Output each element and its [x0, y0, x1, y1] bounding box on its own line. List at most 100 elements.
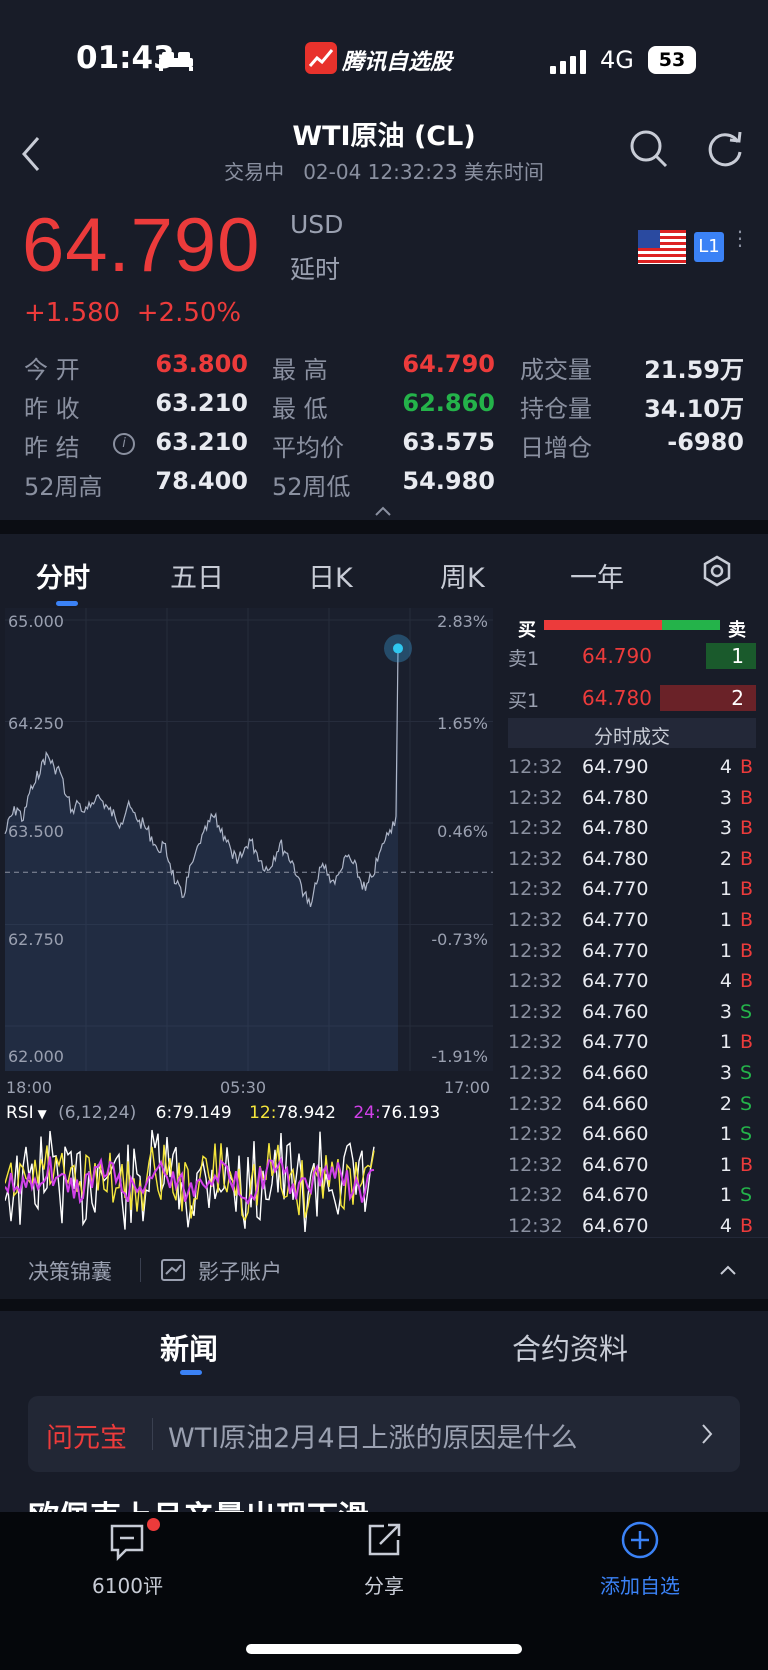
tick-volume: 4 [719, 756, 732, 778]
tick-row: 12:32 64.660 1 S [508, 1123, 756, 1151]
tick-side: S [740, 1123, 753, 1146]
tick-time: 12:32 [508, 1123, 563, 1146]
tick-volume: 3 [719, 1000, 732, 1023]
tick-side: B [740, 1215, 754, 1237]
chevron-down-icon: ▼ [33, 1107, 47, 1121]
more-icon[interactable]: ⋮ [730, 226, 750, 250]
back-button[interactable] [18, 134, 44, 178]
y-tick-left: 64.250 [8, 714, 64, 733]
tick-side: S [740, 1000, 753, 1023]
tab-5day[interactable]: 五日 [170, 563, 224, 594]
tick-price: 64.660 [582, 1092, 649, 1115]
tick-volume: 3 [719, 817, 732, 840]
tick-time: 12:32 [508, 756, 563, 778]
tick-price: 64.770 [582, 1031, 649, 1054]
tick-time: 12:32 [508, 1062, 563, 1084]
refresh-icon[interactable] [704, 128, 746, 174]
share-icon[interactable] [364, 1520, 404, 1564]
rsi12-value: 78.942 [276, 1103, 336, 1123]
shadow-account-icon [160, 1258, 186, 1286]
ask-size-bar [706, 643, 756, 669]
tick-volume: 3 [719, 786, 732, 809]
rsi-label: RSI [6, 1103, 34, 1123]
tab-1year[interactable]: 一年 [570, 563, 624, 594]
ai-question-card[interactable] [28, 1396, 740, 1472]
y-tick-left: 62.000 [8, 1047, 64, 1066]
share-label[interactable]: 分享 [364, 1574, 404, 1598]
home-indicator [246, 1644, 522, 1654]
tick-row: 12:32 64.790 4 B [508, 756, 756, 784]
trade-status: 交易中 02-04 12:32:23 美东时间 [224, 160, 544, 184]
rsi24-label: 24: [353, 1103, 381, 1123]
prev-settle-label: 昨 结 [24, 434, 80, 462]
add-watchlist-label[interactable]: 添加自选 [600, 1574, 680, 1598]
tick-side: B [740, 756, 754, 778]
bid-price: 64.780 [582, 686, 652, 710]
tick-row: 12:32 64.770 1 B [508, 940, 756, 968]
rsi12-label: 12: [249, 1103, 277, 1123]
bed-icon [158, 50, 194, 76]
tick-time: 12:32 [508, 1215, 563, 1237]
tick-side: B [740, 847, 754, 870]
change-value: +1.580 [24, 298, 121, 328]
y-tick-right: 2.83% [437, 612, 488, 631]
tick-volume: 1 [719, 1123, 732, 1146]
tick-price: 64.780 [582, 786, 649, 809]
oi-change-label: 日增仓 [520, 434, 592, 462]
tab-weekly-k[interactable]: 周K [440, 563, 485, 594]
settings-icon[interactable] [700, 554, 734, 592]
tick-volume: 2 [719, 1092, 732, 1115]
add-watchlist-icon[interactable] [620, 1520, 660, 1564]
rsi-chart[interactable] [5, 1128, 400, 1236]
search-icon[interactable] [628, 128, 670, 174]
52w-low-label: 52周低 [272, 473, 351, 501]
high-label: 最 高 [272, 356, 328, 384]
tab-intraday[interactable]: 分时 [36, 563, 90, 594]
52w-low-value: 54.980 [402, 467, 495, 495]
tab-daily-k[interactable]: 日K [308, 563, 353, 594]
chevron-up-icon[interactable] [718, 1262, 738, 1281]
price-chart[interactable] [0, 608, 495, 1078]
shadow-account[interactable]: 影子账户 [198, 1260, 282, 1284]
tick-volume: 1 [719, 909, 732, 931]
rsi6-line [5, 1129, 375, 1233]
tick-row: 12:32 64.660 2 S [508, 1093, 756, 1121]
comment-icon[interactable] [108, 1522, 148, 1566]
divider [0, 1299, 768, 1311]
delay-tag: 延时 [290, 255, 341, 284]
bid-size: 2 [731, 686, 744, 710]
ask-size: 1 [731, 644, 744, 668]
tab-news[interactable]: 新闻 [160, 1332, 219, 1366]
buy-sell-ratio-bar [544, 620, 720, 630]
decision-kit[interactable]: 决策锦囊 [28, 1260, 112, 1284]
info-icon[interactable]: i [113, 433, 135, 455]
tick-volume: 1 [719, 878, 732, 901]
oi-label: 持仓量 [520, 395, 592, 423]
low-label: 最 低 [272, 395, 328, 423]
tick-side: S [740, 1092, 753, 1115]
last-price: 64.790 [22, 203, 261, 288]
x-tick: 05:30 [220, 1078, 267, 1097]
tick-price: 64.770 [582, 878, 649, 901]
tick-row: 12:32 64.770 1 B [508, 1031, 756, 1059]
tick-volume: 1 [719, 1184, 732, 1207]
tick-side: B [740, 939, 754, 962]
collapse-stats-icon[interactable] [374, 502, 392, 521]
volume-value: 21.59万 [644, 356, 744, 384]
app-logo-icon [305, 42, 337, 74]
comments-count[interactable]: 6100评 [92, 1574, 163, 1598]
tick-row: 12:32 64.770 4 B [508, 970, 756, 998]
tick-row: 12:32 64.780 3 B [508, 817, 756, 845]
tick-row: 12:32 64.670 1 S [508, 1184, 756, 1212]
oi-value: 34.10万 [644, 395, 744, 423]
tick-row: 12:32 64.770 1 B [508, 909, 756, 937]
tab-contract-info[interactable]: 合约资料 [512, 1332, 629, 1366]
price-change: +1.580 +2.50% [24, 298, 241, 328]
rsi6-value: 79.149 [172, 1103, 232, 1123]
tick-price: 64.660 [582, 1062, 649, 1084]
level-badge[interactable]: L1 [694, 232, 724, 262]
status-app-name: 腾讯自选股 [342, 50, 453, 75]
sell-ratio-label: 卖 [728, 620, 746, 641]
network-type: 4G [600, 46, 634, 74]
rsi-header[interactable]: RSI ▼ (6,12,24) 6:79.149 12:78.942 24:76… [6, 1103, 440, 1123]
